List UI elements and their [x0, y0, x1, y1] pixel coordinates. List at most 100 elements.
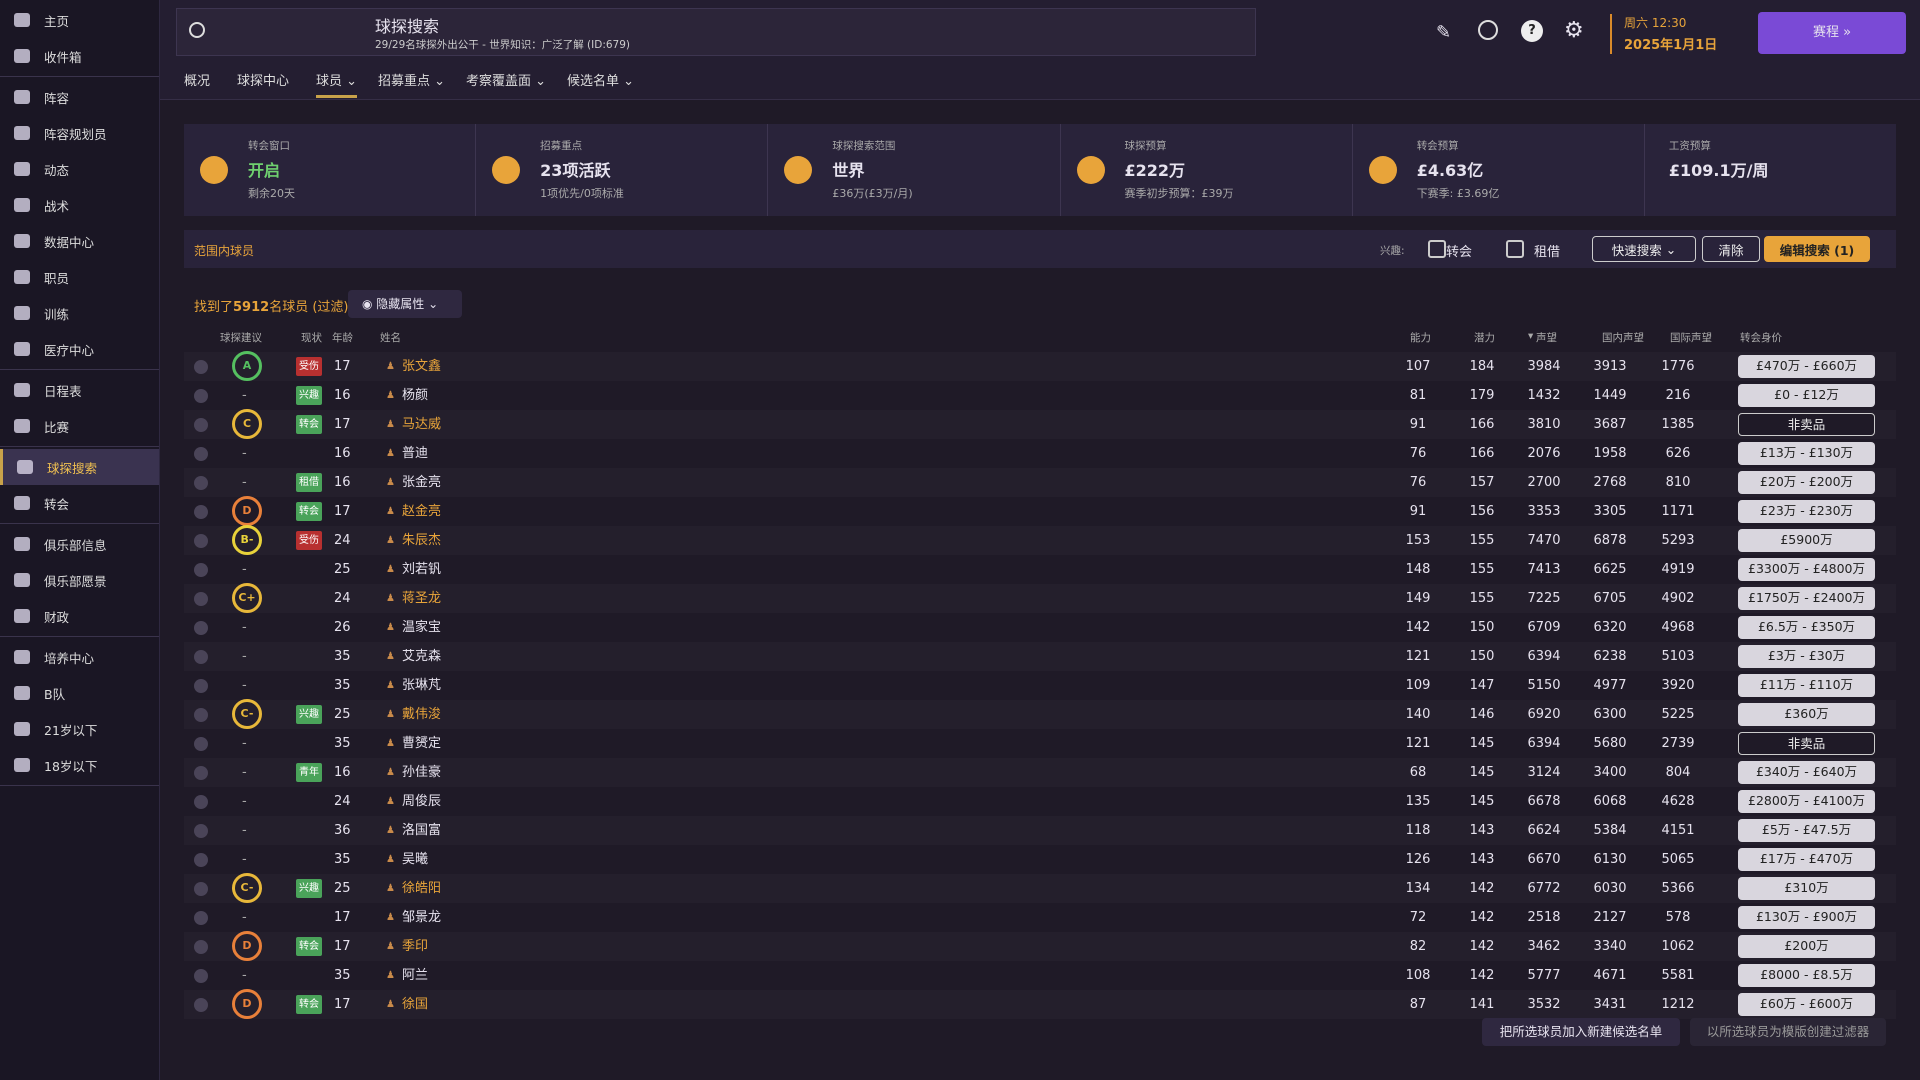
tab[interactable]: 候选名单 ⌄	[567, 74, 635, 89]
player-row[interactable]: D 转会 17 ♟ 季印 82 142 3462 3340 1062 £200万	[184, 931, 1896, 961]
tab[interactable]: 球探中心	[237, 70, 289, 89]
player-name[interactable]: 赵金亮	[402, 504, 442, 519]
player-name[interactable]: 洛国富	[402, 823, 442, 838]
summary-card[interactable]: 招募重点 23项活跃 1项优先/0项标准	[476, 124, 769, 216]
help-icon[interactable]: ?	[1521, 20, 1543, 42]
player-name[interactable]: 周俊辰	[402, 794, 442, 809]
nav-item[interactable]: 阵容规划员	[0, 115, 159, 151]
player-row[interactable]: - 36 ♟ 洛国富 118 143 6624 5384 4151 £5万 - £47.5万	[184, 816, 1896, 845]
player-name[interactable]: 艾克森	[402, 649, 442, 664]
player-row[interactable]: C- 兴趣 25 ♟ 戴伟浚 140 146 6920 6300 5225 £360万	[184, 699, 1896, 729]
summary-card[interactable]: 转会窗口 开启 剩余20天	[184, 124, 477, 216]
nav-item[interactable]: 主页	[0, 2, 159, 38]
column-header[interactable]: 国内声望	[1602, 332, 1644, 344]
nav-item[interactable]: 转会	[0, 485, 159, 521]
player-row[interactable]: D 转会 17 ♟ 赵金亮 91 156 3353 3305 1171 £23万 - £230万	[184, 496, 1896, 526]
player-row[interactable]: - 租借 16 ♟ 张金亮 76 157 2700 2768 810 £20万 - £200万	[184, 468, 1896, 497]
nav-item[interactable]: 21岁以下	[0, 711, 159, 747]
edit-search[interactable]: 编辑搜索 (1)	[1764, 236, 1870, 262]
column-header[interactable]: 年龄	[332, 332, 353, 344]
player-row[interactable]: - 26 ♟ 温家宝 142 150 6709 6320 4968 £6.5万 - £350万	[184, 613, 1896, 642]
player-name[interactable]: 曹赟定	[402, 736, 442, 751]
continue-button[interactable]: 赛程 »	[1758, 12, 1906, 54]
column-header[interactable]: 能力	[1410, 332, 1431, 344]
player-row[interactable]: B- 受伤 24 ♟ 朱辰杰 153 155 7470 6878 5293 £5900万	[184, 525, 1896, 555]
nav-item[interactable]: B队	[0, 675, 159, 711]
player-row[interactable]: A 受伤 17 ♟ 张文鑫 107 184 3984 3913 1776 £470万 - £660万	[184, 351, 1896, 381]
player-name[interactable]: 阿兰	[402, 968, 429, 983]
clear-button[interactable]: 清除	[1702, 236, 1760, 262]
player-row[interactable]: - 25 ♟ 刘若钒 148 155 7413 6625 4919 £3300万 - £4800万	[184, 555, 1896, 584]
player-name[interactable]: 蒋圣龙	[402, 591, 442, 606]
nav-item[interactable]: 职员	[0, 259, 159, 295]
nav-item[interactable]: 18岁以下	[0, 747, 159, 783]
player-name[interactable]: 吴曦	[402, 852, 429, 867]
player-row[interactable]: - 青年 16 ♟ 孙佳豪 68 145 3124 3400 804 £340万 - £640万	[184, 758, 1896, 787]
summary-card[interactable]: 球探搜索范围 世界 £36万(£3万/月)	[768, 124, 1061, 216]
player-row[interactable]: - 16 ♟ 普迪 76 166 2076 1958 626 £13万 - £130万	[184, 439, 1896, 468]
nav-item[interactable]: 阵容	[0, 79, 159, 115]
quick-search[interactable]: 快速搜索 ⌄	[1592, 236, 1696, 262]
player-name[interactable]: 朱辰杰	[402, 533, 442, 548]
player-name[interactable]: 张文鑫	[402, 359, 442, 374]
player-row[interactable]: - 17 ♟ 邹景龙 72 142 2518 2127 578 £130万 - £900万	[184, 903, 1896, 932]
player-name[interactable]: 孙佳豪	[402, 765, 442, 780]
column-header[interactable]: 声望	[1536, 332, 1557, 344]
summary-card[interactable]: 转会预算 £4.63亿 下赛季: £3.69亿	[1353, 124, 1645, 216]
nav-item[interactable]: 训练	[0, 295, 159, 331]
player-name[interactable]: 邹景龙	[402, 910, 442, 925]
tab[interactable]: 考察覆盖面 ⌄	[466, 74, 547, 89]
create-filter[interactable]: 以所选球员为模版创建过滤器	[1690, 1018, 1886, 1046]
player-row[interactable]: - 兴趣 16 ♟ 杨颜 81 179 1432 1449 216 £0 - £12万	[184, 381, 1896, 410]
player-name[interactable]: 普迪	[402, 446, 429, 461]
nav-item[interactable]: 培养中心	[0, 639, 159, 675]
player-row[interactable]: C 转会 17 ♟ 马达威 91 166 3810 3687 1385 非卖品	[184, 409, 1896, 439]
player-row[interactable]: - 35 ♟ 阿兰 108 142 5777 4671 5581 £8000 - £8.5万	[184, 961, 1896, 990]
column-header[interactable]: 潜力	[1474, 332, 1495, 344]
player-name[interactable]: 马达威	[402, 417, 442, 432]
tab[interactable]: 概况	[184, 70, 210, 89]
tab[interactable]: 招募重点 ⌄	[378, 74, 446, 89]
summary-card[interactable]: 工资预算 £109.1万/周	[1645, 124, 1896, 216]
edit-icon[interactable]: ✎	[1436, 22, 1452, 43]
tab[interactable]: 球员 ⌄	[316, 70, 358, 98]
hide-attributes[interactable]: ◉ 隐藏属性 ⌄	[348, 290, 462, 318]
search-box[interactable]: 球探搜索 29/29名球探外出公干 - 世界知识：广泛了解 (ID:679)	[176, 8, 1256, 56]
nav-item[interactable]: 俱乐部愿景	[0, 562, 159, 598]
player-row[interactable]: C- 兴趣 25 ♟ 徐皓阳 134 142 6772 6030 5366 £310万	[184, 873, 1896, 903]
player-row[interactable]: - 35 ♟ 吴曦 126 143 6670 6130 5065 £17万 - £470万	[184, 845, 1896, 874]
summary-card[interactable]: 球探预算 £222万 赛季初步预算：£39万	[1061, 124, 1353, 216]
transfer-checkbox[interactable]	[1428, 240, 1446, 258]
player-name[interactable]: 季印	[402, 939, 429, 954]
player-name[interactable]: 温家宝	[402, 620, 442, 635]
player-row[interactable]: C+ 24 ♟ 蒋圣龙 149 155 7225 6705 4902 £1750万 - £2400…	[184, 583, 1896, 613]
player-row[interactable]: D 转会 17 ♟ 徐国 87 141 3532 3431 1212 £60万 - £600万	[184, 989, 1896, 1019]
player-row[interactable]: - 35 ♟ 张琳芃 109 147 5150 4977 3920 £11万 - £110万	[184, 671, 1896, 700]
nav-item[interactable]: 球探搜索	[0, 449, 159, 485]
player-name[interactable]: 戴伟浚	[402, 707, 442, 722]
player-name[interactable]: 徐皓阳	[402, 881, 442, 896]
nav-item[interactable]: 数据中心	[0, 223, 159, 259]
player-row[interactable]: - 24 ♟ 周俊辰 135 145 6678 6068 4628 £2800万 - £4100万	[184, 787, 1896, 816]
player-row[interactable]: - 35 ♟ 艾克森 121 150 6394 6238 5103 £3万 - £30万	[184, 642, 1896, 671]
column-header[interactable]: 现状	[301, 332, 322, 344]
nav-item[interactable]: 医疗中心	[0, 331, 159, 367]
column-header[interactable]: 转会身价	[1740, 332, 1782, 344]
player-name[interactable]: 刘若钒	[402, 562, 442, 577]
column-header[interactable]: 国际声望	[1670, 332, 1712, 344]
add-shortlist[interactable]: 把所选球员加入新建候选名单	[1482, 1018, 1680, 1046]
column-header[interactable]: 球探建议	[220, 332, 262, 344]
player-name[interactable]: 杨颜	[402, 388, 429, 403]
nav-item[interactable]: 战术	[0, 187, 159, 223]
loan-checkbox[interactable]	[1506, 240, 1524, 258]
nav-item[interactable]: 俱乐部信息	[0, 526, 159, 562]
settings-icon[interactable]: ⚙	[1564, 18, 1584, 43]
nav-item[interactable]: 财政	[0, 598, 159, 634]
nav-item[interactable]: 动态	[0, 151, 159, 187]
nav-item[interactable]: 收件箱	[0, 38, 159, 74]
world-icon[interactable]	[1478, 20, 1498, 40]
player-row[interactable]: - 35 ♟ 曹赟定 121 145 6394 5680 2739 非卖品	[184, 729, 1896, 758]
column-header[interactable]: 姓名	[380, 332, 401, 344]
nav-item[interactable]: 日程表	[0, 372, 159, 408]
player-name[interactable]: 徐国	[402, 997, 429, 1012]
